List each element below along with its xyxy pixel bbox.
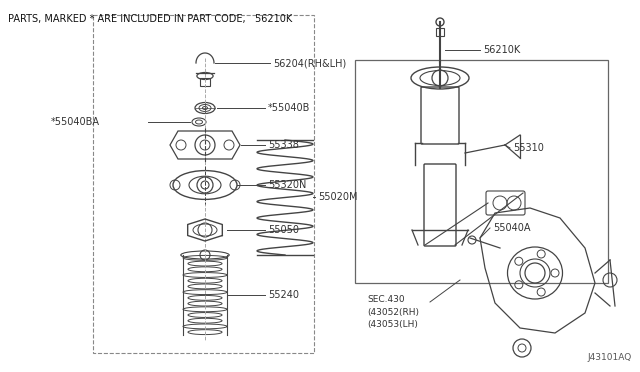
Text: PARTS, MARKED * ARE INCLUDED IN PART CODE,   56210K: PARTS, MARKED * ARE INCLUDED IN PART COD… (8, 14, 292, 24)
Bar (200, 78, 210, 86)
Text: 55040A: 55040A (493, 223, 531, 233)
Text: 55240: 55240 (268, 290, 299, 300)
Bar (436, 28, 444, 36)
Text: 55050: 55050 (268, 225, 299, 235)
Text: *55040BA: *55040BA (51, 117, 100, 127)
Text: SEC.430
(43052(RH)
(43053(LH): SEC.430 (43052(RH) (43053(LH) (367, 295, 419, 329)
Text: J43101AQ: J43101AQ (588, 353, 632, 362)
Text: 56204(RH&LH): 56204(RH&LH) (273, 58, 346, 68)
Text: 55320N: 55320N (268, 180, 307, 190)
Text: *55040B: *55040B (268, 103, 310, 113)
Bar (93, 15, 314, 353)
Bar (355, 60, 608, 283)
Text: 55020M: 55020M (318, 192, 358, 202)
Text: 55338: 55338 (268, 140, 299, 150)
Text: 55310: 55310 (513, 143, 544, 153)
Text: 56210K: 56210K (483, 45, 520, 55)
